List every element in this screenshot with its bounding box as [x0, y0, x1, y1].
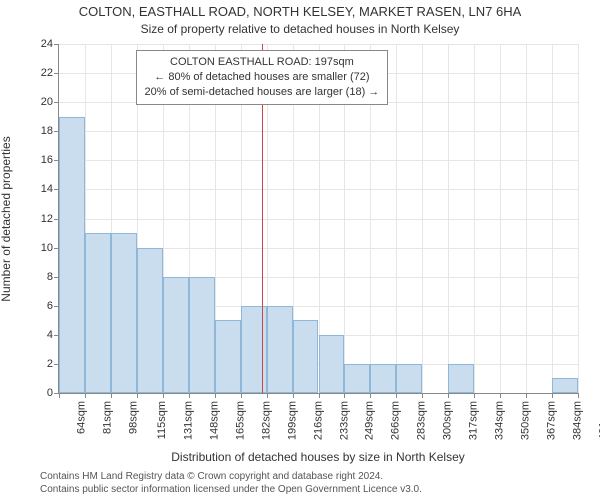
gridline-v [500, 44, 501, 393]
ytick-label: 16 [41, 154, 53, 166]
chart-subtitle: Size of property relative to detached ho… [0, 22, 600, 36]
ytick-label: 22 [41, 67, 53, 79]
ytick-mark [54, 73, 59, 74]
gridline-v [448, 44, 449, 393]
xtick-label: 115sqm [156, 401, 168, 439]
xtick-mark [370, 393, 371, 398]
y-axis-label-container: Number of detached properties [12, 44, 24, 394]
xtick-mark [85, 393, 86, 398]
ytick-label: 2 [47, 358, 53, 370]
xtick-label: 233sqm [338, 401, 350, 440]
xtick-mark [59, 393, 60, 398]
histogram-bar [215, 320, 241, 393]
xtick-mark [137, 393, 138, 398]
histogram-bar [189, 277, 215, 393]
ytick-label: 6 [47, 300, 53, 312]
annotation-line: 20% of semi-detached houses are larger (… [145, 85, 380, 100]
histogram-bar [267, 306, 293, 393]
x-axis-label: Distribution of detached houses by size … [58, 450, 578, 464]
ytick-label: 14 [41, 183, 53, 195]
histogram-bar [552, 378, 578, 393]
xtick-label: 182sqm [260, 401, 272, 440]
xtick-mark [189, 393, 190, 398]
xtick-label: 317sqm [468, 401, 480, 440]
xtick-mark [111, 393, 112, 398]
xtick-label: 148sqm [208, 401, 220, 440]
histogram-bar [137, 248, 163, 393]
gridline-v [422, 44, 423, 393]
xtick-mark [474, 393, 475, 398]
histogram-bar [370, 364, 396, 393]
ytick-label: 8 [47, 271, 53, 283]
y-axis-label: Number of detached properties [0, 136, 13, 301]
annotation-line: COLTON EASTHALL ROAD: 197sqm [145, 55, 380, 70]
histogram-bar [163, 277, 189, 393]
ytick-label: 12 [41, 213, 53, 225]
xtick-label: 367sqm [546, 401, 558, 440]
xtick-label: 165sqm [234, 401, 246, 440]
xtick-label: 64sqm [76, 401, 88, 434]
ytick-label: 10 [41, 242, 53, 254]
ytick-mark [54, 102, 59, 103]
xtick-label: 384sqm [572, 401, 584, 440]
xtick-mark [396, 393, 397, 398]
gridline-v [552, 44, 553, 393]
xtick-mark [448, 393, 449, 398]
xtick-mark [422, 393, 423, 398]
xtick-label: 81sqm [101, 401, 113, 434]
chart-footer: Contains HM Land Registry data © Crown c… [40, 471, 590, 496]
histogram-bar [448, 364, 474, 393]
histogram-bar [293, 320, 319, 393]
xtick-mark [267, 393, 268, 398]
xtick-label: 350sqm [520, 401, 532, 440]
xtick-label: 249sqm [364, 401, 376, 440]
gridline-v [396, 44, 397, 393]
gridline-v [578, 44, 579, 393]
xtick-mark [293, 393, 294, 398]
xtick-mark [500, 393, 501, 398]
gridline-v [526, 44, 527, 393]
histogram-bar [344, 364, 370, 393]
histogram-bar [396, 364, 422, 393]
xtick-label: 300sqm [442, 401, 454, 440]
xtick-mark [319, 393, 320, 398]
annotation-box: COLTON EASTHALL ROAD: 197sqm← 80% of det… [136, 50, 389, 105]
ytick-label: 20 [41, 96, 53, 108]
histogram-bar [319, 335, 345, 393]
ytick-label: 0 [47, 387, 53, 399]
xtick-label: 131sqm [182, 401, 194, 440]
xtick-label: 334sqm [494, 401, 506, 440]
footer-line-2: Contains public sector information licen… [40, 484, 590, 497]
histogram-bar [85, 233, 111, 393]
xtick-mark [526, 393, 527, 398]
xtick-label: 283sqm [416, 401, 428, 440]
xtick-mark [344, 393, 345, 398]
gridline-v [474, 44, 475, 393]
histogram-bar [111, 233, 137, 393]
xtick-mark [552, 393, 553, 398]
xtick-label: 216sqm [312, 401, 324, 440]
histogram-bar [59, 117, 85, 393]
ytick-label: 24 [41, 38, 53, 50]
xtick-mark [578, 393, 579, 398]
ytick-mark [54, 44, 59, 45]
xtick-mark [241, 393, 242, 398]
chart-supertitle: COLTON, EASTHALL ROAD, NORTH KELSEY, MAR… [0, 4, 600, 19]
xtick-mark [215, 393, 216, 398]
footer-line-1: Contains HM Land Registry data © Crown c… [40, 471, 590, 484]
xtick-label: 98sqm [127, 401, 139, 434]
plot-area: 02468101214161820222464sqm81sqm98sqm115s… [58, 44, 578, 394]
ytick-label: 18 [41, 125, 53, 137]
xtick-label: 199sqm [286, 401, 298, 440]
xtick-mark [163, 393, 164, 398]
xtick-label: 266sqm [390, 401, 402, 440]
annotation-line: ← 80% of detached houses are smaller (72… [145, 70, 380, 85]
ytick-label: 4 [47, 329, 53, 341]
